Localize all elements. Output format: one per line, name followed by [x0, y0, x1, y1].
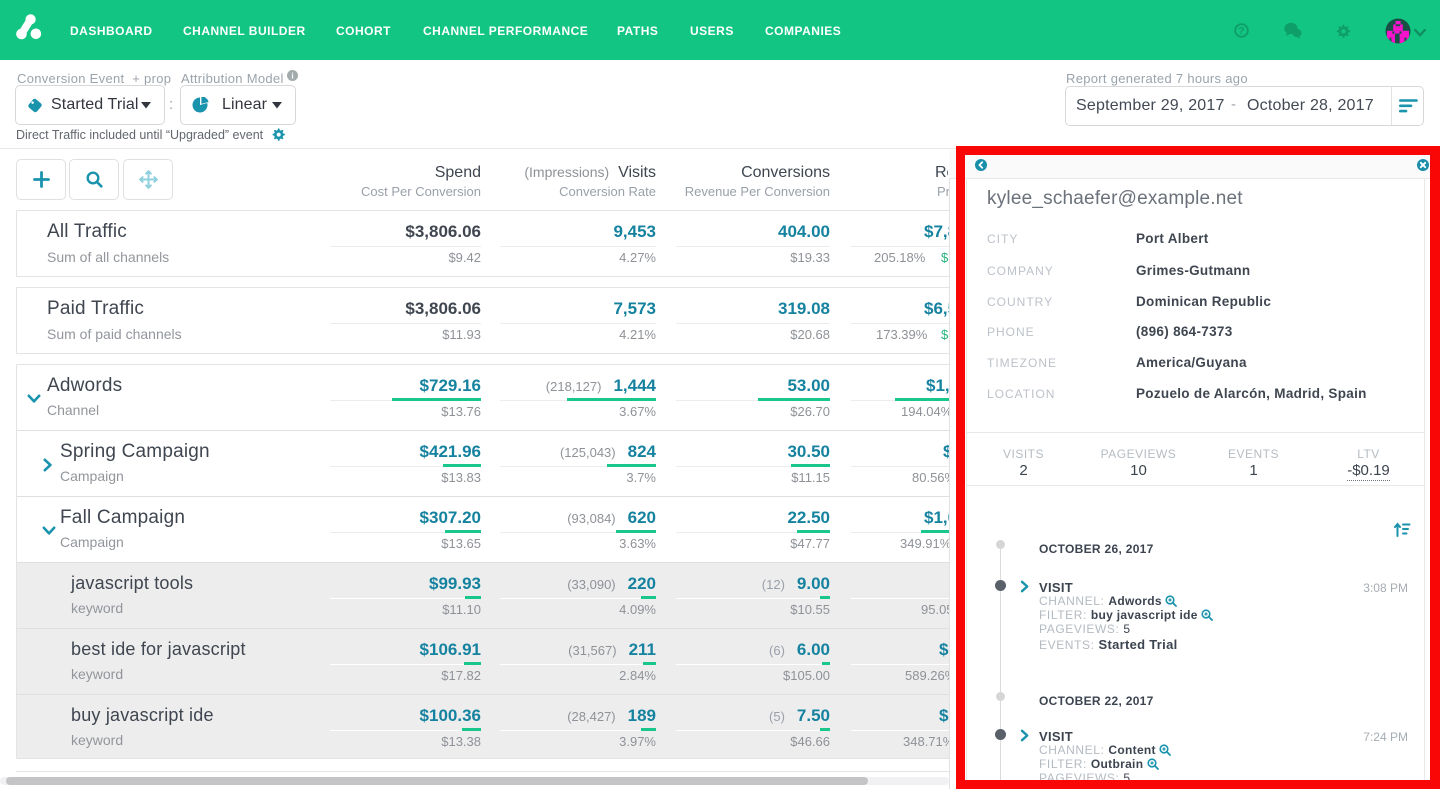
svg-text:i: i	[291, 71, 294, 80]
svg-text:?: ?	[1238, 25, 1244, 37]
